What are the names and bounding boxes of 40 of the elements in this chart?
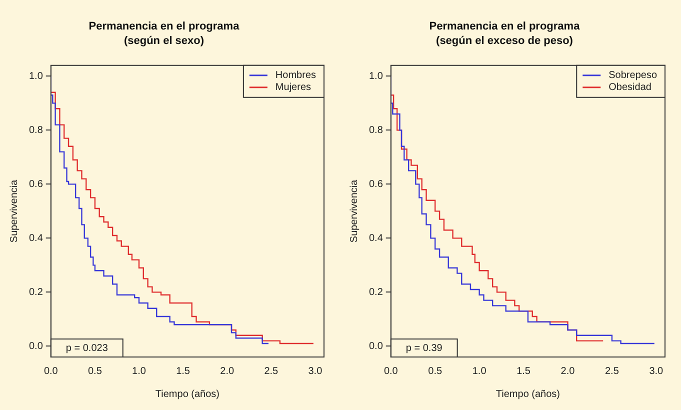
legend-label: Sobrepeso (608, 70, 658, 82)
y-tick-label: 0.2 (28, 286, 44, 298)
x-tick-label: 2.5 (264, 366, 279, 377)
legend-label: Obesidad (608, 82, 652, 94)
y-tick-label: 0.0 (28, 340, 44, 352)
x-axis-title: Tiempo (años) (155, 388, 220, 400)
y-axis-title: Supervivencia (8, 179, 20, 243)
y-tick-label: 1.0 (368, 70, 384, 82)
x-tick-label: 1.0 (132, 366, 146, 377)
x-tick-label: 2.5 (604, 366, 620, 377)
x-tick-label: 1.5 (176, 366, 190, 377)
y-tick-label: 0.0 (368, 340, 384, 352)
y-tick-label: 1.0 (28, 70, 44, 82)
annotation: p = 0.023 (66, 342, 108, 354)
y-axis-title: Supervivencia (348, 179, 360, 243)
x-tick-label: 2.0 (560, 366, 576, 377)
y-tick-label: 0.6 (28, 178, 44, 190)
y-tick-label: 0.6 (368, 178, 384, 190)
x-tick-label: 1.5 (516, 366, 531, 377)
y-tick-label: 0.8 (368, 124, 384, 136)
x-tick-label: 0.0 (384, 366, 398, 377)
x-tick-label: 3.0 (649, 366, 664, 377)
chart-subtitle: (según el sexo) (124, 34, 204, 47)
x-tick-label: 1.0 (472, 366, 487, 377)
legend-label: Hombres (275, 70, 316, 82)
y-tick-label: 0.4 (28, 232, 44, 244)
x-tick-label: 0.0 (44, 366, 58, 377)
chart-title: Permanencia en el programa (88, 20, 240, 33)
legend-label: Mujeres (275, 82, 312, 94)
y-tick-label: 0.2 (368, 286, 384, 298)
chart-title: Permanencia en el programa (429, 20, 581, 33)
x-tick-label: 0.5 (88, 366, 102, 377)
x-axis-title: Tiempo (años) (496, 388, 560, 400)
annotation: p = 0.39 (406, 342, 443, 354)
x-tick-label: 3.0 (308, 366, 323, 377)
chart-subtitle: (según el exceso de peso) (436, 34, 574, 47)
x-tick-label: 2.0 (220, 366, 234, 377)
x-tick-label: 0.5 (428, 366, 442, 377)
y-tick-label: 0.8 (28, 124, 44, 136)
y-tick-label: 0.4 (368, 232, 384, 244)
